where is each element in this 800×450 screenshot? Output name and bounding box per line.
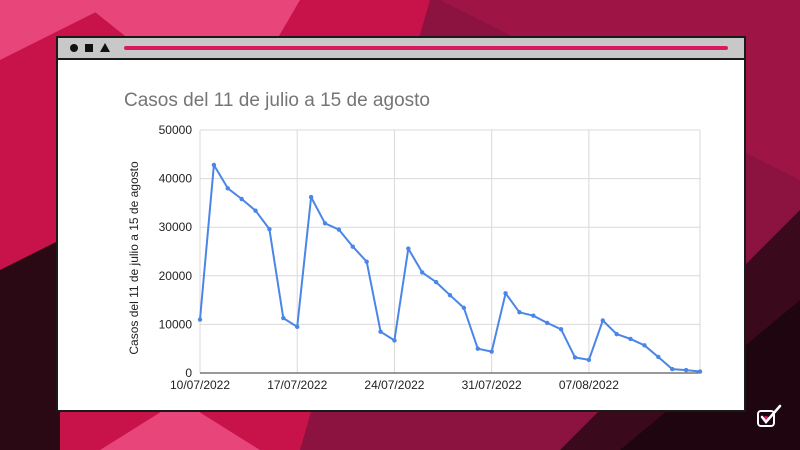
window-titlebar (58, 38, 744, 60)
y-tick-label: 10000 (159, 317, 193, 331)
data-point[interactable] (322, 221, 328, 226)
x-tick-label: 10/07/2022 (170, 378, 230, 392)
circle-icon (70, 44, 78, 52)
data-point[interactable] (350, 244, 355, 249)
data-point[interactable] (489, 349, 494, 354)
data-point[interactable] (656, 354, 661, 360)
data-point[interactable] (572, 355, 578, 360)
data-point[interactable] (586, 357, 592, 363)
data-point[interactable] (295, 324, 300, 330)
y-tick-label: 30000 (159, 220, 193, 234)
data-point[interactable] (281, 315, 286, 321)
y-axis-label: Casos del 11 de julio a 15 de agosto (127, 161, 141, 355)
data-point[interactable] (642, 343, 647, 348)
x-tick-label: 31/07/2022 (462, 378, 522, 392)
y-tick-label: 40000 (159, 172, 193, 186)
series-line (199, 164, 701, 373)
data-point[interactable] (600, 318, 605, 323)
data-point[interactable] (364, 259, 369, 264)
x-tick-label: 07/08/2022 (559, 378, 619, 392)
series-points (197, 162, 703, 374)
data-point[interactable] (378, 329, 383, 334)
y-tick-label: 0 (185, 366, 192, 380)
data-point[interactable] (697, 369, 703, 374)
browser-window (56, 36, 746, 412)
data-point[interactable] (531, 313, 536, 318)
data-point[interactable] (670, 366, 675, 372)
data-point[interactable] (420, 270, 425, 275)
data-point[interactable] (614, 331, 619, 337)
data-point[interactable] (336, 227, 342, 232)
chart-title: Casos del 11 de julio a 15 de agosto (124, 90, 430, 111)
data-point[interactable] (628, 336, 633, 342)
data-point[interactable] (239, 196, 244, 202)
data-point[interactable] (475, 346, 480, 351)
data-point[interactable] (433, 279, 439, 285)
data-point[interactable] (211, 162, 217, 168)
data-point[interactable] (406, 246, 411, 251)
x-tick-label: 24/07/2022 (364, 378, 424, 392)
data-point[interactable] (683, 367, 689, 373)
y-tick-label: 50000 (159, 123, 193, 137)
data-point[interactable] (447, 293, 453, 298)
data-point[interactable] (461, 305, 467, 311)
data-point[interactable] (197, 317, 203, 322)
data-point[interactable] (225, 186, 230, 191)
series-line-path (199, 164, 701, 373)
data-point[interactable] (517, 310, 522, 315)
data-point[interactable] (267, 226, 272, 232)
checkmark-logo-icon (757, 404, 782, 427)
data-point[interactable] (392, 338, 397, 343)
address-bar[interactable] (124, 46, 728, 50)
axes: 0 10000 20000 30000 40000 50000 10/07/2022 17/0… (159, 123, 700, 392)
triangle-icon (100, 43, 110, 52)
data-point[interactable] (503, 291, 508, 296)
data-point[interactable] (253, 208, 258, 213)
square-icon (85, 44, 93, 52)
x-tick-label: 17/07/2022 (267, 378, 327, 392)
y-tick-label: 20000 (159, 269, 193, 283)
data-point[interactable] (558, 327, 564, 332)
grid (199, 129, 701, 373)
data-point[interactable] (308, 194, 314, 200)
data-point[interactable] (545, 320, 550, 326)
